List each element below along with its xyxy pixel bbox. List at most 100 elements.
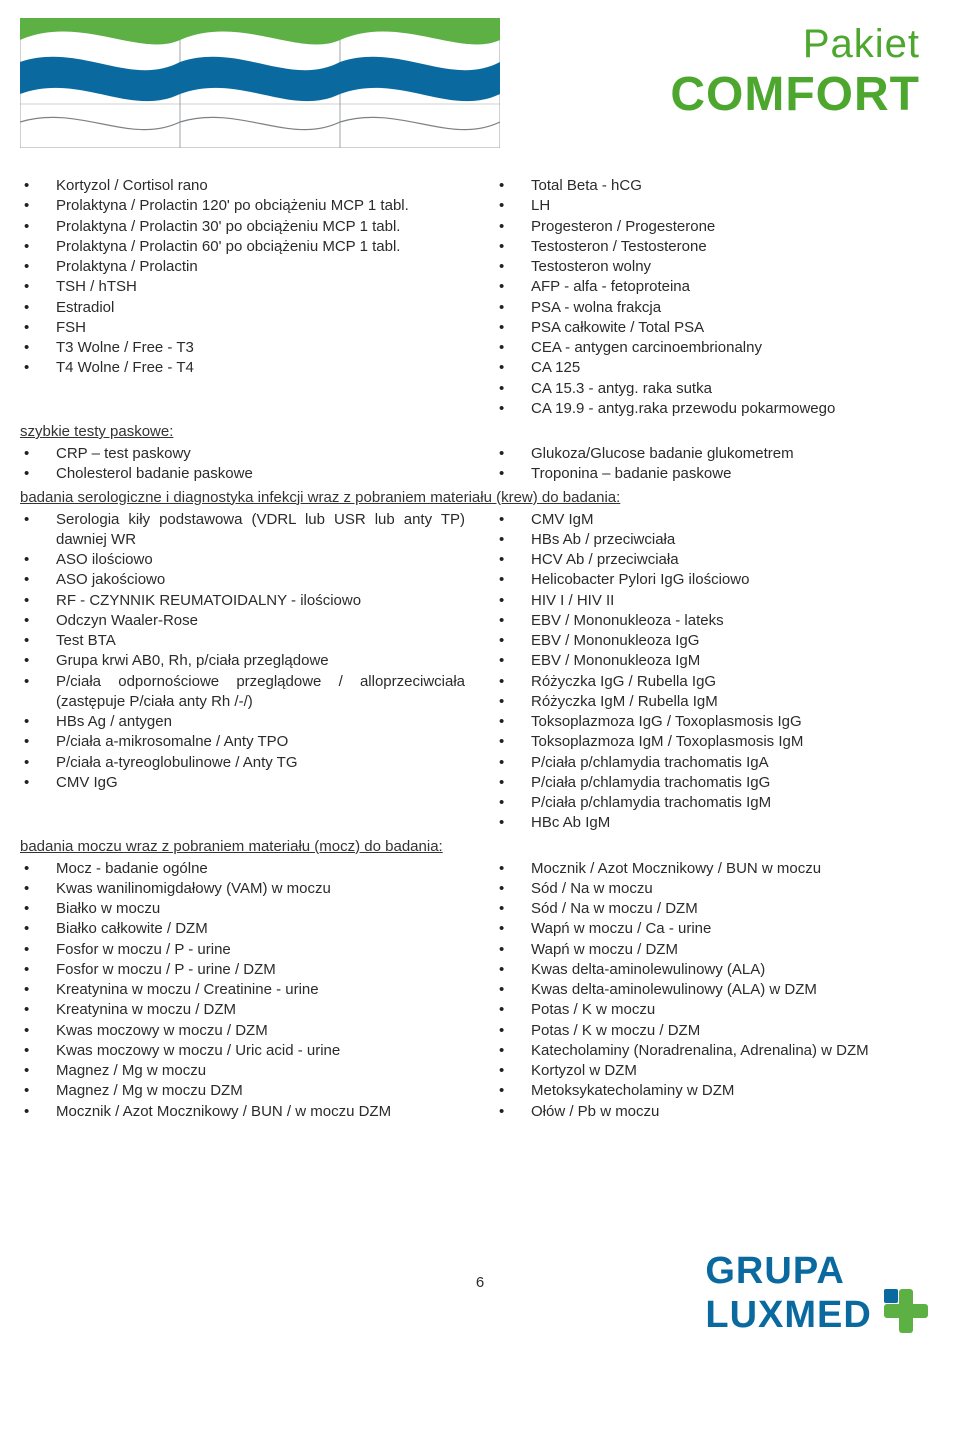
footer-logo: GRUPA LUXMED [705, 1253, 928, 1333]
list-item: Kwas wanilinomigdałowy (VAM) w moczu [20, 879, 465, 899]
list-item: Metoksykatecholaminy w DZM [495, 1081, 940, 1101]
list-item: CEA - antygen carcinoembrionalny [495, 338, 940, 358]
list-item: Kwas delta-aminolewulinowy (ALA) [495, 960, 940, 980]
list-item: Potas / K w moczu / DZM [495, 1021, 940, 1041]
section-columns: CRP – test paskowyCholesterol badanie pa… [20, 444, 940, 485]
list-item: Mocz - badanie ogólne [20, 859, 465, 879]
list-item: Testosteron wolny [495, 257, 940, 277]
list-item: Prolaktyna / Prolactin [20, 257, 465, 277]
list-item: LH [495, 196, 940, 216]
column-right: Mocznik / Azot Mocznikowy / BUN w moczuS… [495, 859, 940, 1122]
list-item: HIV I / HIV II [495, 591, 940, 611]
list-item: EBV / Mononukleoza IgM [495, 651, 940, 671]
bullet-list: CMV IgMHBs Ab / przeciwciałaHCV Ab / prz… [495, 510, 940, 834]
list-item: Kwas moczowy w moczu / DZM [20, 1021, 465, 1041]
list-item: Mocznik / Azot Mocznikowy / BUN w moczu [495, 859, 940, 879]
bullet-list: Kortyzol / Cortisol ranoProlaktyna / Pro… [20, 176, 465, 379]
list-item: Fosfor w moczu / P - urine / DZM [20, 960, 465, 980]
list-item: EBV / Mononukleoza IgG [495, 631, 940, 651]
list-item: Potas / K w moczu [495, 1000, 940, 1020]
list-item: EBV / Mononukleoza - lateks [495, 611, 940, 631]
list-item: Serologia kiły podstawowa (VDRL lub USR … [20, 510, 465, 551]
column-left: Serologia kiły podstawowa (VDRL lub USR … [20, 510, 465, 834]
list-item: Toksoplazmoza IgG / Toxoplasmosis IgG [495, 712, 940, 732]
list-item: CMV IgM [495, 510, 940, 530]
list-item: CA 19.9 - antyg.raka przewodu pokarmoweg… [495, 399, 940, 419]
list-item: Białko w moczu [20, 899, 465, 919]
brand-line2: COMFORT [500, 67, 920, 122]
list-item: HBs Ag / antygen [20, 712, 465, 732]
plus-icon [884, 1289, 928, 1333]
page-header: Pakiet COMFORT [20, 18, 940, 152]
list-item: Kortyzol / Cortisol rano [20, 176, 465, 196]
list-item: P/ciała a-tyreoglobulinowe / Anty TG [20, 753, 465, 773]
list-item: TSH / hTSH [20, 277, 465, 297]
list-item: HBs Ab / przeciwciała [495, 530, 940, 550]
list-item: Kreatynina w moczu / DZM [20, 1000, 465, 1020]
list-item: CRP – test paskowy [20, 444, 465, 464]
footer-line1: GRUPA [705, 1253, 928, 1289]
list-item: Test BTA [20, 631, 465, 651]
bullet-list: CRP – test paskowyCholesterol badanie pa… [20, 444, 465, 485]
list-item: Fosfor w moczu / P - urine [20, 940, 465, 960]
list-item: ASO jakościowo [20, 570, 465, 590]
list-item: P/ciała p/chlamydia trachomatis IgG [495, 773, 940, 793]
section-columns: Mocz - badanie ogólneKwas wanilinomigdał… [20, 859, 940, 1122]
list-item: P/ciała a-mikrosomalne / Anty TPO [20, 732, 465, 752]
list-item: Ołów / Pb w moczu [495, 1102, 940, 1122]
section-heading: badania serologiczne i diagnostyka infek… [20, 489, 940, 506]
list-item: Grupa krwi AB0, Rh, p/ciała przeglądowe [20, 651, 465, 671]
list-item: Kortyzol w DZM [495, 1061, 940, 1081]
list-item: Sód / Na w moczu [495, 879, 940, 899]
list-item: P/ciała p/chlamydia trachomatis IgA [495, 753, 940, 773]
section-heading: szybkie testy paskowe: [20, 423, 940, 440]
list-item: HCV Ab / przeciwciała [495, 550, 940, 570]
section-columns: Serologia kiły podstawowa (VDRL lub USR … [20, 510, 940, 834]
list-item: Toksoplazmoza IgM / Toxoplasmosis IgM [495, 732, 940, 752]
list-item: Glukoza/Glucose badanie glukometrem [495, 444, 940, 464]
bullet-list: Mocznik / Azot Mocznikowy / BUN w moczuS… [495, 859, 940, 1122]
list-item: Testosteron / Testosterone [495, 237, 940, 257]
list-item: PSA całkowite / Total PSA [495, 318, 940, 338]
list-item: Prolaktyna / Prolactin 120' po obciążeni… [20, 196, 465, 216]
list-item: Różyczka IgM / Rubella IgM [495, 692, 940, 712]
list-item: PSA - wolna frakcja [495, 298, 940, 318]
column-right: CMV IgMHBs Ab / przeciwciałaHCV Ab / prz… [495, 510, 940, 834]
list-item: ASO ilościowo [20, 550, 465, 570]
list-item: Kwas moczowy w moczu / Uric acid - urine [20, 1041, 465, 1061]
footer-line2: LUXMED [705, 1297, 871, 1333]
bullet-list: Serologia kiły podstawowa (VDRL lub USR … [20, 510, 465, 794]
list-item: CMV IgG [20, 773, 465, 793]
list-item: P/ciała odpornościowe przeglądowe / allo… [20, 672, 465, 713]
list-item: Estradiol [20, 298, 465, 318]
list-item: Total Beta - hCG [495, 176, 940, 196]
column-right: Total Beta - hCGLHProgesteron / Progeste… [495, 176, 940, 419]
brand-line1: Pakiet [500, 22, 920, 67]
list-item: Kwas delta-aminolewulinowy (ALA) w DZM [495, 980, 940, 1000]
list-item: AFP - alfa - fetoproteina [495, 277, 940, 297]
list-item: RF - CZYNNIK REUMATOIDALNY - ilościowo [20, 591, 465, 611]
column-left: Mocz - badanie ogólneKwas wanilinomigdał… [20, 859, 465, 1122]
list-item: Białko całkowite / DZM [20, 919, 465, 939]
list-item: Kreatynina w moczu / Creatinine - urine [20, 980, 465, 1000]
list-item: T4 Wolne / Free - T4 [20, 358, 465, 378]
list-item: HBc Ab IgM [495, 813, 940, 833]
column-left: CRP – test paskowyCholesterol badanie pa… [20, 444, 465, 485]
list-item: Cholesterol badanie paskowe [20, 464, 465, 484]
list-item: CA 125 [495, 358, 940, 378]
list-item: Progesteron / Progesterone [495, 217, 940, 237]
list-item: Wapń w moczu / DZM [495, 940, 940, 960]
brand-title: Pakiet COMFORT [500, 18, 940, 122]
list-item: Katecholaminy (Noradrenalina, Adrenalina… [495, 1041, 940, 1061]
column-left: Kortyzol / Cortisol ranoProlaktyna / Pro… [20, 176, 465, 419]
wave-graphic [20, 18, 500, 152]
list-item: Wapń w moczu / Ca - urine [495, 919, 940, 939]
list-item: T3 Wolne / Free - T3 [20, 338, 465, 358]
list-item: Helicobacter Pylori IgG ilościowo [495, 570, 940, 590]
page-number: 6 [476, 1274, 484, 1291]
list-item: Prolaktyna / Prolactin 30' po obciążeniu… [20, 217, 465, 237]
list-item: Mocznik / Azot Mocznikowy / BUN / w mocz… [20, 1102, 465, 1122]
list-item: Sód / Na w moczu / DZM [495, 899, 940, 919]
list-item: Magnez / Mg w moczu [20, 1061, 465, 1081]
bullet-list: Glukoza/Glucose badanie glukometremTropo… [495, 444, 940, 485]
